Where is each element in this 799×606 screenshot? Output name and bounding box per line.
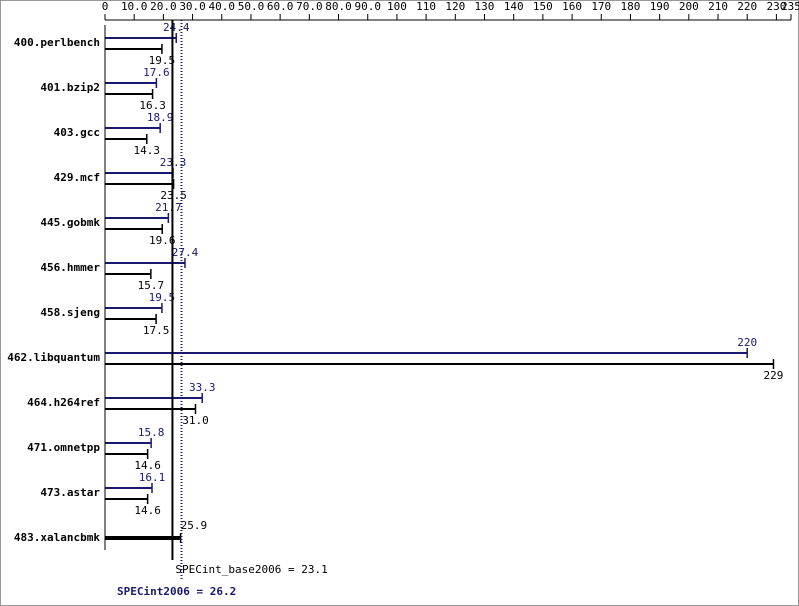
category-label: 445.gobmk xyxy=(40,216,100,229)
x-tick-label: 100 xyxy=(387,0,407,13)
value-label: 27.4 xyxy=(172,246,199,259)
value-label: 18.9 xyxy=(147,111,174,124)
category-label: 471.omnetpp xyxy=(27,441,100,454)
value-label: 33.3 xyxy=(189,381,216,394)
x-tick-label: 220 xyxy=(737,0,757,13)
category-label: 401.bzip2 xyxy=(40,81,100,94)
value-label: 19.6 xyxy=(149,234,176,247)
x-tick-label: 90.0 xyxy=(354,0,381,13)
category-label: 400.perlbench xyxy=(14,36,100,49)
x-tick-label: 180 xyxy=(621,0,641,13)
x-tick-label: 60.0 xyxy=(267,0,294,13)
value-label: 15.8 xyxy=(138,426,165,439)
value-label: 23.5 xyxy=(160,189,187,202)
value-label: 229 xyxy=(764,369,784,382)
x-tick-label: 190 xyxy=(650,0,670,13)
x-tick-label: 110 xyxy=(416,0,436,13)
value-label: 16.3 xyxy=(139,99,166,112)
category-label: 464.h264ref xyxy=(27,396,100,409)
value-label: 14.6 xyxy=(134,459,161,472)
category-label: 458.sjeng xyxy=(40,306,100,319)
value-label: 220 xyxy=(737,336,757,349)
x-tick-label: 40.0 xyxy=(209,0,236,13)
category-label: 429.mcf xyxy=(54,171,100,184)
x-tick-label: 210 xyxy=(708,0,728,13)
value-label: 19.5 xyxy=(149,291,176,304)
x-tick-label: 50.0 xyxy=(238,0,265,13)
x-tick-label: 235 xyxy=(781,0,799,13)
value-label: 17.6 xyxy=(143,66,170,79)
value-label: 21.7 xyxy=(155,201,182,214)
category-label: 462.libquantum xyxy=(7,351,100,364)
x-tick-label: 120 xyxy=(445,0,465,13)
value-label: 17.5 xyxy=(143,324,170,337)
x-tick-label: 80.0 xyxy=(325,0,352,13)
x-tick-label: 150 xyxy=(533,0,553,13)
value-label: 24.4 xyxy=(163,21,190,34)
category-label: 483.xalancbmk xyxy=(14,531,100,544)
value-label: 16.1 xyxy=(139,471,166,484)
x-tick-label: 170 xyxy=(591,0,611,13)
value-label: 19.5 xyxy=(149,54,176,67)
category-label: 456.hmmer xyxy=(40,261,100,274)
value-label: 15.7 xyxy=(138,279,165,292)
reference-label: SPECint2006 = 26.2 xyxy=(117,585,236,598)
value-label: 25.9 xyxy=(181,519,208,532)
value-label: 14.3 xyxy=(133,144,160,157)
x-tick-label: 200 xyxy=(679,0,699,13)
reference-label: SPECint_base2006 = 23.1 xyxy=(175,563,327,576)
x-tick-label: 160 xyxy=(562,0,582,13)
x-tick-label: 140 xyxy=(504,0,524,13)
x-tick-label: 0 xyxy=(102,0,109,13)
value-label: 14.6 xyxy=(134,504,161,517)
x-tick-label: 130 xyxy=(475,0,495,13)
x-tick-label: 20.0 xyxy=(150,0,177,13)
x-tick-label: 30.0 xyxy=(179,0,206,13)
category-label: 403.gcc xyxy=(54,126,100,139)
x-tick-label: 10.0 xyxy=(121,0,148,13)
value-label: 31.0 xyxy=(182,414,209,427)
x-tick-label: 230 xyxy=(766,0,786,13)
category-label: 473.astar xyxy=(40,486,100,499)
x-tick-label: 70.0 xyxy=(296,0,323,13)
